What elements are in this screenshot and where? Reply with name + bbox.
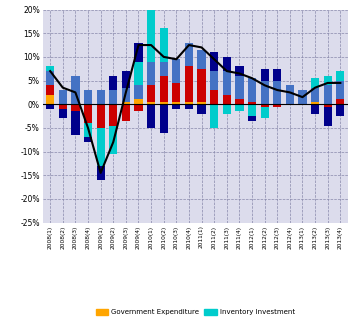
- Bar: [324, 76, 332, 85]
- Bar: [135, 104, 143, 111]
- Bar: [185, 43, 193, 66]
- Bar: [185, 102, 193, 104]
- Bar: [261, 107, 269, 118]
- Bar: [71, 111, 80, 135]
- Bar: [160, 29, 168, 62]
- Bar: [172, 102, 180, 104]
- Bar: [197, 50, 206, 69]
- Bar: [135, 100, 143, 104]
- Bar: [135, 43, 143, 62]
- Bar: [147, 0, 155, 62]
- Bar: [248, 116, 256, 121]
- Bar: [46, 104, 54, 109]
- Bar: [210, 90, 218, 104]
- Bar: [97, 104, 105, 128]
- Bar: [46, 71, 54, 85]
- Bar: [84, 104, 92, 123]
- Bar: [311, 102, 319, 104]
- Bar: [172, 83, 180, 102]
- Bar: [135, 62, 143, 85]
- Bar: [97, 90, 105, 104]
- Bar: [286, 85, 294, 104]
- Bar: [122, 104, 130, 121]
- Bar: [46, 66, 54, 71]
- Bar: [84, 137, 92, 142]
- Bar: [324, 107, 332, 126]
- Bar: [71, 76, 80, 104]
- Bar: [248, 102, 256, 104]
- Bar: [235, 76, 244, 100]
- Bar: [46, 95, 54, 104]
- Bar: [311, 104, 319, 114]
- Bar: [324, 104, 332, 107]
- Bar: [160, 76, 168, 102]
- Bar: [197, 102, 206, 104]
- Bar: [172, 59, 180, 83]
- Bar: [97, 166, 105, 180]
- Bar: [261, 104, 269, 107]
- Bar: [109, 104, 118, 126]
- Bar: [223, 57, 231, 71]
- Bar: [122, 71, 130, 88]
- Bar: [210, 52, 218, 71]
- Bar: [273, 80, 282, 104]
- Bar: [261, 80, 269, 104]
- Bar: [147, 85, 155, 102]
- Bar: [336, 71, 344, 80]
- Bar: [46, 85, 54, 95]
- Bar: [122, 88, 130, 102]
- Legend: Government Expenditure, Private Investment, Private Consumption, Inventory Inves: Government Expenditure, Private Investme…: [94, 307, 297, 318]
- Bar: [223, 71, 231, 95]
- Bar: [210, 71, 218, 90]
- Bar: [311, 78, 319, 88]
- Bar: [185, 66, 193, 102]
- Bar: [59, 90, 67, 104]
- Bar: [109, 76, 118, 90]
- Bar: [84, 90, 92, 104]
- Bar: [197, 104, 206, 114]
- Bar: [147, 102, 155, 104]
- Bar: [336, 104, 344, 116]
- Bar: [299, 90, 307, 104]
- Bar: [235, 100, 244, 104]
- Bar: [160, 62, 168, 76]
- Bar: [336, 80, 344, 100]
- Bar: [223, 104, 231, 114]
- Bar: [324, 85, 332, 104]
- Bar: [160, 102, 168, 104]
- Bar: [160, 104, 168, 133]
- Bar: [97, 128, 105, 166]
- Bar: [109, 126, 118, 154]
- Bar: [147, 62, 155, 85]
- Bar: [223, 95, 231, 104]
- Bar: [235, 66, 244, 76]
- Bar: [336, 100, 344, 104]
- Bar: [197, 69, 206, 102]
- Bar: [122, 102, 130, 104]
- Bar: [273, 104, 282, 107]
- Bar: [147, 104, 155, 128]
- Bar: [248, 104, 256, 116]
- Bar: [71, 104, 80, 111]
- Bar: [311, 88, 319, 102]
- Bar: [273, 69, 282, 80]
- Bar: [59, 104, 67, 109]
- Bar: [185, 104, 193, 109]
- Bar: [210, 104, 218, 128]
- Bar: [172, 104, 180, 109]
- Bar: [248, 78, 256, 102]
- Bar: [109, 90, 118, 104]
- Bar: [235, 104, 244, 111]
- Bar: [84, 123, 92, 137]
- Bar: [135, 85, 143, 100]
- Bar: [261, 69, 269, 80]
- Bar: [59, 109, 67, 118]
